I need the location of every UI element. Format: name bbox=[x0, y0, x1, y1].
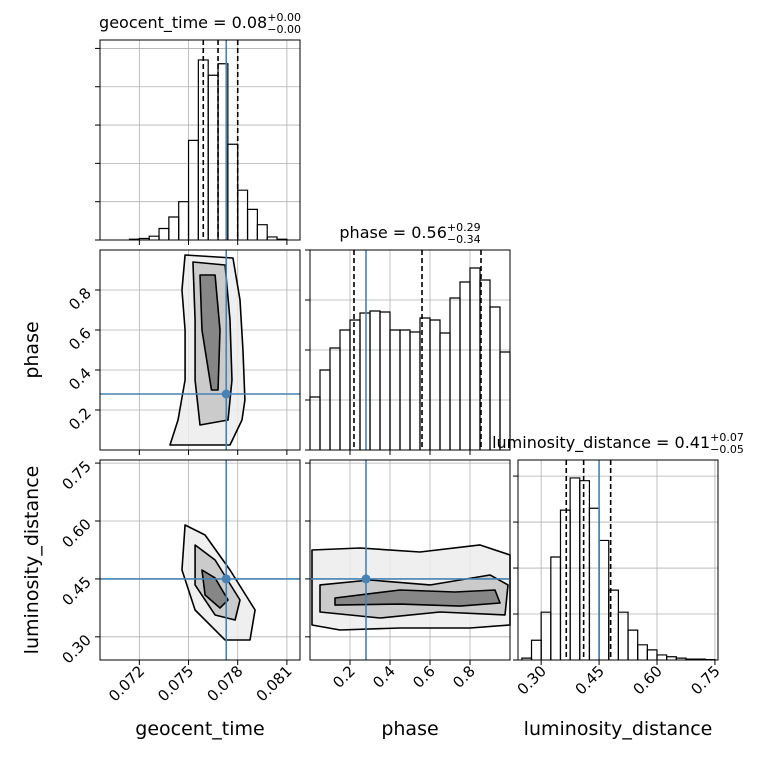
x-tick-label: 0.075 bbox=[154, 662, 197, 705]
hist-bin bbox=[617, 611, 629, 660]
x-tick-label: 0.75 bbox=[687, 662, 723, 698]
title-upper-error: +0.00 bbox=[267, 11, 301, 24]
x-axis-label: geocent_time bbox=[135, 718, 264, 740]
hist-bin bbox=[359, 312, 371, 450]
x-axis-label: luminosity_distance bbox=[524, 718, 713, 740]
hist-bin bbox=[339, 329, 351, 450]
x-tick-label: 0.2 bbox=[329, 662, 359, 692]
y-tick-label: 0.4 bbox=[65, 364, 95, 394]
hist-bin bbox=[646, 649, 658, 660]
hist-bin bbox=[598, 539, 610, 660]
y-tick-label: 0.8 bbox=[65, 284, 95, 314]
hist-bin bbox=[559, 509, 571, 660]
axes-frame bbox=[99, 459, 301, 661]
hist-bin bbox=[569, 477, 581, 660]
hist-bin bbox=[530, 639, 542, 660]
y-tick-label: 0.30 bbox=[58, 631, 94, 667]
hist-bin bbox=[459, 281, 471, 450]
panel-title: phase = 0.56 bbox=[339, 223, 446, 242]
hist-bin bbox=[187, 139, 199, 240]
hist-bin bbox=[349, 319, 361, 450]
hist-bin bbox=[389, 329, 401, 450]
hist-bin bbox=[329, 347, 341, 450]
axes-frame bbox=[309, 249, 511, 451]
hist-bin bbox=[246, 208, 258, 240]
x-tick-label: 0.45 bbox=[572, 662, 608, 698]
hist-bin bbox=[429, 319, 441, 450]
title-lower-error: −0.34 bbox=[447, 233, 481, 246]
title-lower-error: −0.00 bbox=[267, 23, 301, 36]
hist-bin bbox=[469, 267, 481, 450]
title-upper-error: +0.07 bbox=[710, 431, 744, 444]
axes-frame bbox=[517, 459, 719, 661]
y-tick-label: 0.2 bbox=[65, 404, 95, 434]
truth-point bbox=[221, 389, 231, 399]
hist-bin bbox=[319, 369, 331, 450]
hist-bin bbox=[399, 329, 411, 450]
truth-point bbox=[361, 574, 371, 584]
hist-bin bbox=[550, 556, 562, 660]
hist-bin bbox=[588, 507, 600, 660]
title-upper-error: +0.29 bbox=[447, 221, 481, 234]
x-tick-label: 0.6 bbox=[409, 662, 439, 692]
x-tick-label: 0.4 bbox=[369, 662, 399, 692]
x-tick-label: 0.60 bbox=[629, 662, 665, 698]
y-tick-label: 0.60 bbox=[58, 515, 94, 551]
panel-title: luminosity_distance = 0.41 bbox=[492, 433, 710, 453]
panel-title: geocent_time = 0.08 bbox=[99, 13, 267, 33]
hist-bin bbox=[237, 189, 249, 240]
x-axis-label: phase bbox=[381, 718, 438, 740]
hist-bin bbox=[309, 396, 321, 450]
hist-bin bbox=[369, 310, 381, 450]
y-tick-label: 0.45 bbox=[58, 573, 94, 609]
hist-bin bbox=[489, 306, 501, 450]
axes-frame bbox=[99, 39, 301, 241]
hist-bin bbox=[266, 236, 278, 240]
hist-bin bbox=[579, 480, 591, 660]
x-tick-label: 0.8 bbox=[449, 662, 479, 692]
hist-bin bbox=[379, 311, 391, 450]
y-tick-label: 0.6 bbox=[65, 324, 95, 354]
y-axis-label: luminosity_distance bbox=[21, 466, 43, 655]
title-lower-error: −0.05 bbox=[710, 443, 744, 456]
hist-bin bbox=[227, 143, 239, 240]
hist-bin bbox=[439, 332, 451, 450]
y-axis-label: phase bbox=[21, 321, 43, 378]
x-tick-label: 0.30 bbox=[514, 662, 550, 698]
hist-bin bbox=[148, 235, 160, 240]
x-tick-label: 0.081 bbox=[253, 662, 296, 705]
x-tick-label: 0.072 bbox=[105, 662, 148, 705]
hist-bin bbox=[656, 654, 668, 660]
hist-bin bbox=[449, 297, 461, 450]
hist-bin bbox=[627, 629, 639, 660]
y-tick-label: 0.75 bbox=[58, 457, 94, 493]
hist-bin bbox=[168, 216, 180, 240]
contour bbox=[199, 274, 221, 391]
hist-bin bbox=[637, 644, 648, 660]
axes-frame bbox=[309, 459, 511, 661]
hist-bin bbox=[540, 611, 552, 660]
axes-frame bbox=[99, 249, 301, 451]
hist-bin bbox=[207, 74, 219, 240]
truth-point bbox=[221, 574, 231, 584]
contour bbox=[334, 589, 501, 607]
hist-bin bbox=[178, 201, 190, 240]
x-tick-label: 0.078 bbox=[203, 662, 246, 705]
hist-bin bbox=[158, 227, 170, 240]
hist-bin bbox=[256, 224, 268, 240]
